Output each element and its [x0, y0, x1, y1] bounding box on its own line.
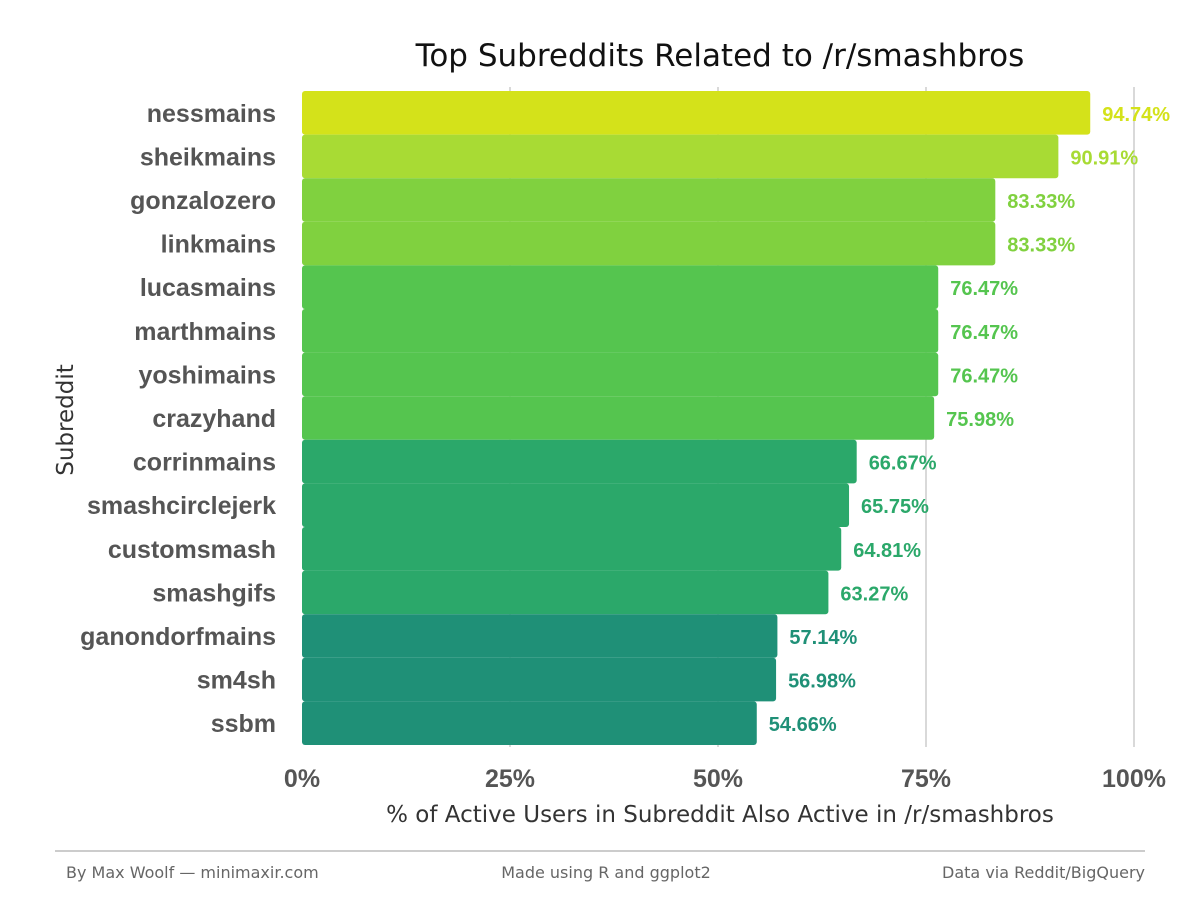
- x-tick-label-50: 50%: [693, 765, 743, 793]
- category-label-marthmains: marthmains: [134, 318, 276, 346]
- value-label-ganondorfmains: 57.14%: [789, 627, 857, 649]
- value-label-smashgifs: 63.27%: [840, 583, 908, 605]
- category-label-nessmains: nessmains: [147, 100, 276, 128]
- category-label-corrinmains: corrinmains: [133, 449, 276, 477]
- category-label-customsmash: customsmash: [108, 536, 276, 564]
- value-label-gonzalozero: 83.33%: [1007, 191, 1075, 213]
- value-label-customsmash: 64.81%: [853, 540, 921, 562]
- value-label-smashcirclejerk: 65.75%: [861, 496, 929, 518]
- bar-smashgifs: [302, 570, 829, 615]
- bar-crazyhand: [302, 396, 935, 440]
- bar-nessmains: [302, 91, 1091, 135]
- value-label-sheikmains: 90.91%: [1070, 147, 1138, 169]
- x-tick-labels: 0% 25% 50% 75% 100%: [284, 765, 1166, 793]
- footer-source: Data via Reddit/BigQuery: [942, 863, 1145, 882]
- y-axis-title: Subreddit: [53, 364, 79, 476]
- value-label-crazyhand: 75.98%: [946, 409, 1014, 431]
- bar-customsmash: [302, 527, 842, 571]
- value-label-ssbm: 54.66%: [769, 714, 837, 736]
- category-label-sm4sh: sm4sh: [197, 667, 276, 695]
- category-label-smashgifs: smashgifs: [152, 579, 276, 607]
- category-label-crazyhand: crazyhand: [152, 405, 276, 433]
- bar-smashcirclejerk: [302, 483, 850, 527]
- value-label-nessmains: 94.74%: [1102, 104, 1170, 126]
- chart-title: Top Subreddits Related to /r/smashbros: [415, 38, 1025, 74]
- bars-layer: [302, 91, 1091, 745]
- category-label-sheikmains: sheikmains: [140, 143, 276, 171]
- value-label-linkmains: 83.33%: [1007, 235, 1075, 257]
- bar-lucasmains: [302, 265, 939, 309]
- x-tick-label-0: 0%: [284, 765, 320, 793]
- bar-sheikmains: [302, 134, 1059, 179]
- footer-credit: By Max Woolf — minimaxir.com: [66, 863, 319, 882]
- value-label-lucasmains: 76.47%: [950, 278, 1018, 300]
- footer-tools: Made using R and ggplot2: [501, 863, 711, 882]
- bar-yoshimains: [302, 352, 939, 397]
- category-label-ssbm: ssbm: [211, 710, 276, 738]
- x-tick-label-25: 25%: [485, 765, 535, 793]
- bar-gonzalozero: [302, 178, 996, 222]
- bar-sm4sh: [302, 657, 777, 702]
- bar-ssbm: [302, 701, 757, 745]
- value-label-corrinmains: 66.67%: [869, 453, 937, 475]
- bar-ganondorfmains: [302, 614, 778, 658]
- x-axis-title: % of Active Users in Subreddit Also Acti…: [386, 802, 1054, 828]
- category-label-smashcirclejerk: smashcirclejerk: [87, 492, 276, 520]
- category-label-linkmains: linkmains: [161, 231, 276, 259]
- value-label-marthmains: 76.47%: [950, 322, 1018, 344]
- bar-marthmains: [302, 309, 939, 353]
- category-label-gonzalozero: gonzalozero: [130, 187, 276, 215]
- category-labels: nessmains sheikmains gonzalozero linkmains l…: [80, 100, 276, 738]
- bar-corrinmains: [302, 439, 857, 484]
- value-label-yoshimains: 76.47%: [950, 365, 1018, 387]
- value-label-sm4sh: 56.98%: [788, 671, 856, 693]
- category-label-ganondorfmains: ganondorfmains: [80, 623, 276, 651]
- x-tick-label-75: 75%: [901, 765, 951, 793]
- x-tick-label-100: 100%: [1102, 765, 1166, 793]
- category-label-yoshimains: yoshimains: [138, 361, 276, 389]
- bar-linkmains: [302, 221, 996, 266]
- category-label-lucasmains: lucasmains: [140, 274, 276, 302]
- value-labels: 94.74% 90.91% 83.33% 83.33% 76.47% 76.47% 76.4…: [769, 104, 1171, 736]
